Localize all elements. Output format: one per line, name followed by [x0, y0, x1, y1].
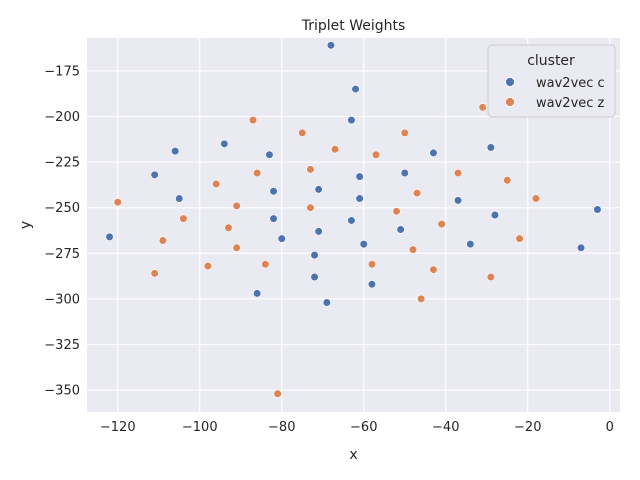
- data-point-wav2vec-z: [437, 219, 446, 229]
- data-point-wav2vec-c: [269, 214, 278, 223]
- data-point-wav2vec-z: [224, 223, 233, 232]
- x-tick-label: −120: [100, 420, 136, 435]
- data-point-wav2vec-z: [203, 261, 213, 271]
- y-tick-label: −350: [44, 384, 80, 399]
- data-point-wav2vec-z: [453, 168, 463, 178]
- x-tick-label: −100: [182, 420, 218, 435]
- y-axis-label: y: [18, 221, 34, 229]
- legend-title: cluster: [527, 53, 575, 69]
- data-point-wav2vec-z: [330, 145, 340, 154]
- data-point-wav2vec-c: [347, 216, 356, 225]
- data-point-wav2vec-c: [269, 187, 278, 196]
- data-point-wav2vec-z: [232, 243, 241, 252]
- data-point-wav2vec-z: [113, 198, 122, 207]
- data-point-wav2vec-z: [486, 272, 495, 282]
- data-point-wav2vec-z: [179, 214, 188, 223]
- y-tick-label: −275: [44, 247, 80, 262]
- data-point-wav2vec-z: [503, 176, 512, 185]
- y-tick-label: −250: [44, 201, 80, 216]
- data-point-wav2vec-z: [412, 188, 422, 198]
- data-point-wav2vec-c: [355, 194, 364, 203]
- data-point-wav2vec-z: [515, 234, 524, 243]
- legend-label-wav2vec-c: wav2vec c: [536, 76, 605, 91]
- data-point-wav2vec-c: [490, 210, 500, 220]
- data-point-wav2vec-z: [253, 168, 262, 178]
- data-point-wav2vec-z: [429, 265, 438, 274]
- data-point-wav2vec-c: [322, 298, 331, 307]
- data-point-wav2vec-z: [417, 294, 426, 303]
- data-point-wav2vec-z: [478, 103, 487, 112]
- y-tick-label: −325: [44, 338, 80, 353]
- data-point-wav2vec-z: [158, 236, 167, 245]
- data-point-wav2vec-z: [306, 203, 315, 212]
- data-point-wav2vec-c: [171, 147, 180, 156]
- data-point-wav2vec-z: [367, 260, 377, 269]
- data-point-wav2vec-c: [314, 227, 323, 236]
- data-point-wav2vec-c: [150, 170, 159, 179]
- data-point-wav2vec-z: [261, 260, 270, 269]
- legend: cluster wav2vec c wav2vec z: [487, 44, 616, 118]
- data-point-wav2vec-z: [531, 194, 541, 203]
- data-point-wav2vec-z: [232, 201, 241, 210]
- x-tick-label: −60: [350, 420, 377, 435]
- x-axis-label: x: [349, 447, 357, 463]
- legend-box: [487, 44, 616, 118]
- legend-marker-wav2vec-c: [505, 77, 515, 87]
- y-tick-label: −200: [44, 110, 80, 125]
- legend-marker-wav2vec-z: [505, 97, 515, 107]
- data-point-wav2vec-c: [359, 240, 368, 249]
- data-point-wav2vec-z: [408, 245, 418, 254]
- data-point-wav2vec-c: [277, 234, 286, 243]
- y-tick-label: −300: [44, 292, 80, 307]
- data-point-wav2vec-c: [355, 172, 364, 181]
- x-tick-label: −20: [514, 420, 541, 435]
- data-point-wav2vec-c: [429, 148, 438, 158]
- data-point-wav2vec-z: [248, 115, 258, 125]
- data-point-wav2vec-z: [273, 389, 282, 398]
- y-tick-label: −225: [44, 156, 80, 171]
- data-point-wav2vec-c: [466, 240, 475, 249]
- x-tick-label: −80: [268, 420, 295, 435]
- data-point-wav2vec-z: [392, 207, 401, 216]
- data-point-wav2vec-z: [150, 269, 159, 278]
- data-point-wav2vec-c: [576, 243, 586, 252]
- chart-title: Triplet Weights: [301, 18, 406, 34]
- data-point-wav2vec-c: [347, 115, 356, 125]
- data-point-wav2vec-z: [212, 179, 221, 189]
- x-axis-ticks: −120 −100 −80 −60 −40 −20 0: [100, 420, 614, 435]
- data-point-wav2vec-c: [314, 185, 323, 194]
- data-points: [105, 41, 602, 398]
- data-point-wav2vec-c: [265, 150, 274, 159]
- data-point-wav2vec-c: [396, 225, 405, 234]
- data-point-wav2vec-c: [253, 289, 262, 298]
- data-point-wav2vec-c: [367, 280, 377, 289]
- data-point-wav2vec-c: [220, 139, 229, 148]
- x-tick-label: 0: [606, 420, 614, 435]
- data-point-wav2vec-c: [453, 196, 463, 205]
- data-point-wav2vec-c: [310, 272, 319, 282]
- data-point-wav2vec-z: [298, 128, 307, 137]
- y-tick-label: −175: [44, 64, 80, 79]
- x-tick-label: −40: [432, 420, 459, 435]
- legend-label-wav2vec-z: wav2vec z: [536, 96, 605, 111]
- data-point-wav2vec-z: [306, 165, 315, 174]
- data-point-wav2vec-c: [486, 143, 495, 152]
- data-point-wav2vec-c: [400, 168, 409, 178]
- data-point-wav2vec-c: [105, 232, 114, 241]
- data-point-wav2vec-c: [351, 84, 360, 94]
- data-point-wav2vec-c: [175, 194, 184, 203]
- data-point-wav2vec-c: [310, 251, 319, 260]
- data-point-wav2vec-c: [593, 205, 602, 214]
- data-point-wav2vec-c: [326, 41, 336, 50]
- y-axis-ticks: −350 −325 −300 −275 −250 −225 −200 −175: [44, 64, 80, 398]
- data-point-wav2vec-z: [400, 128, 409, 137]
- data-point-wav2vec-z: [371, 150, 381, 159]
